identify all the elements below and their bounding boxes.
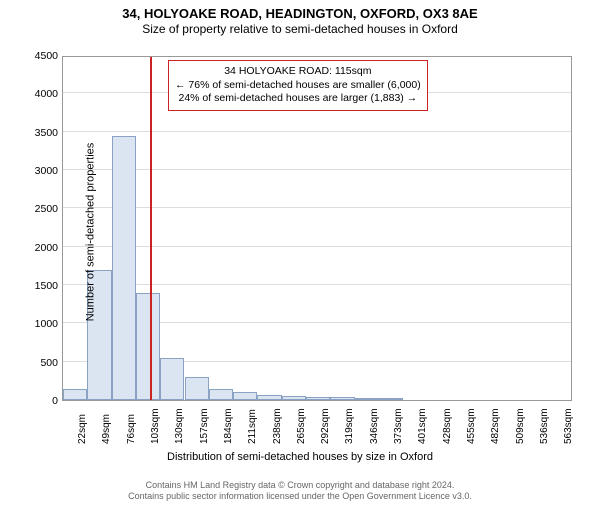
x-tick-label: 211sqm bbox=[247, 409, 258, 444]
y-tick-label: 3000 bbox=[35, 165, 58, 177]
gridline bbox=[63, 246, 571, 247]
histogram-bar bbox=[136, 293, 160, 400]
x-tick-label: 76sqm bbox=[126, 414, 137, 444]
y-tick-label: 4000 bbox=[35, 88, 58, 100]
x-tick-label: 265sqm bbox=[296, 408, 307, 444]
y-tick-label: 3500 bbox=[35, 127, 58, 139]
annotation-line1: 34 HOLYOAKE ROAD: 115sqm bbox=[224, 65, 371, 77]
y-tick-label: 1500 bbox=[35, 280, 58, 292]
chart-plot-area: 34 HOLYOAKE ROAD: 115sqm ← 76% of semi-de… bbox=[62, 56, 572, 401]
histogram-bar bbox=[330, 397, 354, 400]
x-tick-label: 482sqm bbox=[490, 408, 501, 444]
y-tick-label: 4500 bbox=[35, 50, 58, 62]
x-tick-label: 455sqm bbox=[466, 408, 477, 444]
gridline bbox=[63, 169, 571, 170]
y-tick-label: 2000 bbox=[35, 242, 58, 254]
x-tick-label: 292sqm bbox=[320, 408, 331, 444]
histogram-bar bbox=[209, 389, 233, 401]
x-tick-label: 509sqm bbox=[515, 408, 526, 444]
histogram-bar bbox=[257, 395, 281, 400]
chart-title-main: 34, HOLYOAKE ROAD, HEADINGTON, OXFORD, O… bbox=[0, 6, 600, 21]
histogram-bar bbox=[112, 136, 136, 401]
histogram-bar bbox=[185, 377, 209, 400]
gridline bbox=[63, 284, 571, 285]
gridline bbox=[63, 207, 571, 208]
x-tick-label: 401sqm bbox=[417, 408, 428, 444]
x-tick-label: 103sqm bbox=[150, 408, 161, 444]
x-tick-label: 22sqm bbox=[77, 414, 88, 444]
x-tick-label: 536sqm bbox=[539, 408, 550, 444]
y-tick-label: 500 bbox=[40, 357, 58, 369]
x-tick-label: 130sqm bbox=[174, 408, 185, 444]
y-axis-label: Number of semi-detached properties bbox=[84, 143, 96, 322]
annotation-box: 34 HOLYOAKE ROAD: 115sqm ← 76% of semi-de… bbox=[168, 60, 428, 111]
y-tick-label: 0 bbox=[52, 395, 58, 407]
footer-line1: Contains HM Land Registry data © Crown c… bbox=[146, 480, 455, 490]
x-tick-label: 238sqm bbox=[272, 408, 283, 444]
histogram-bar bbox=[355, 398, 379, 400]
x-tick-label: 319sqm bbox=[344, 408, 355, 444]
x-tick-label: 49sqm bbox=[101, 414, 112, 444]
chart-title-sub: Size of property relative to semi-detach… bbox=[0, 22, 600, 36]
y-tick-label: 2500 bbox=[35, 203, 58, 215]
histogram-bar bbox=[379, 398, 403, 400]
histogram-bar bbox=[63, 389, 87, 401]
annotation-line3: 24% of semi-detached houses are larger (… bbox=[179, 92, 418, 104]
x-tick-label: 184sqm bbox=[223, 408, 234, 444]
x-tick-label: 428sqm bbox=[442, 408, 453, 444]
annotation-line2: ← 76% of semi-detached houses are smalle… bbox=[175, 79, 421, 91]
x-tick-label: 373sqm bbox=[393, 408, 404, 444]
histogram-bar bbox=[160, 358, 184, 400]
gridline bbox=[63, 131, 571, 132]
x-tick-label: 563sqm bbox=[563, 408, 574, 444]
reference-line bbox=[150, 57, 152, 400]
x-axis-label: Distribution of semi-detached houses by … bbox=[0, 451, 600, 463]
footer-attribution: Contains HM Land Registry data © Crown c… bbox=[0, 480, 600, 502]
x-tick-label: 346sqm bbox=[369, 408, 380, 444]
y-tick-label: 1000 bbox=[35, 318, 58, 330]
histogram-bar bbox=[233, 392, 257, 400]
histogram-bar bbox=[306, 397, 330, 400]
histogram-bar bbox=[282, 396, 306, 400]
x-tick-label: 157sqm bbox=[199, 408, 210, 444]
